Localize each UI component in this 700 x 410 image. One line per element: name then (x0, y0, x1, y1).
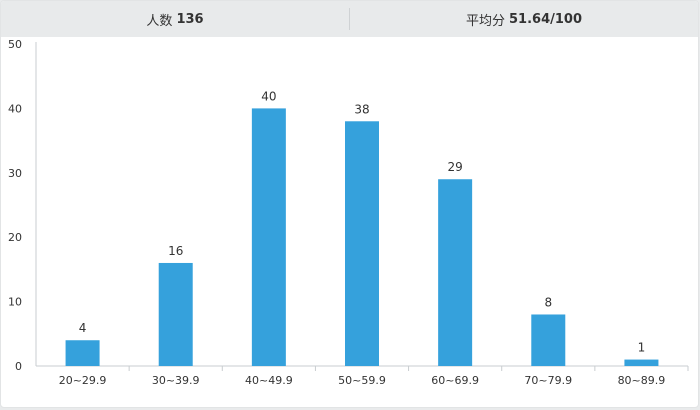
data-label: 1 (638, 341, 646, 355)
x-tick-label: 30~39.9 (152, 374, 200, 387)
x-tick-label: 20~29.9 (59, 374, 107, 387)
bar (438, 179, 473, 366)
y-tick-label: 50 (8, 38, 22, 51)
y-tick-label: 30 (8, 167, 22, 180)
bar (345, 121, 379, 366)
student-count-label: 人数 (146, 13, 173, 29)
data-label: 8 (544, 295, 552, 309)
x-tick-label: 70~79.9 (524, 374, 572, 387)
data-label: 29 (448, 160, 463, 174)
bar (251, 108, 286, 367)
average-score-label: 平均分 (465, 13, 505, 29)
y-tick-label: 40 (8, 102, 22, 115)
x-tick-label: 40~49.9 (245, 374, 293, 387)
data-label: 16 (168, 244, 183, 258)
summary-header: 人数 136 平均分 51.64/100 (1, 1, 698, 37)
y-tick-label: 10 (8, 296, 22, 309)
student-count-summary: 人数 136 (1, 1, 349, 37)
bar (158, 262, 193, 366)
average-score-summary: 平均分 51.64/100 (350, 1, 698, 37)
bar (65, 340, 100, 366)
x-tick-label: 60~69.9 (431, 374, 479, 387)
bar (531, 314, 566, 366)
x-tick-label: 50~59.9 (338, 374, 386, 387)
y-tick-label: 0 (15, 360, 22, 373)
data-label: 38 (354, 102, 369, 116)
y-tick-label: 20 (8, 231, 22, 244)
student-count-value: 136 (176, 11, 204, 27)
data-label: 4 (79, 321, 87, 335)
x-tick-label: 80~89.9 (618, 374, 666, 387)
header-divider (349, 8, 350, 30)
data-label: 40 (261, 89, 276, 103)
average-score-value: 51.64/100 (509, 11, 583, 27)
bar (624, 359, 659, 366)
